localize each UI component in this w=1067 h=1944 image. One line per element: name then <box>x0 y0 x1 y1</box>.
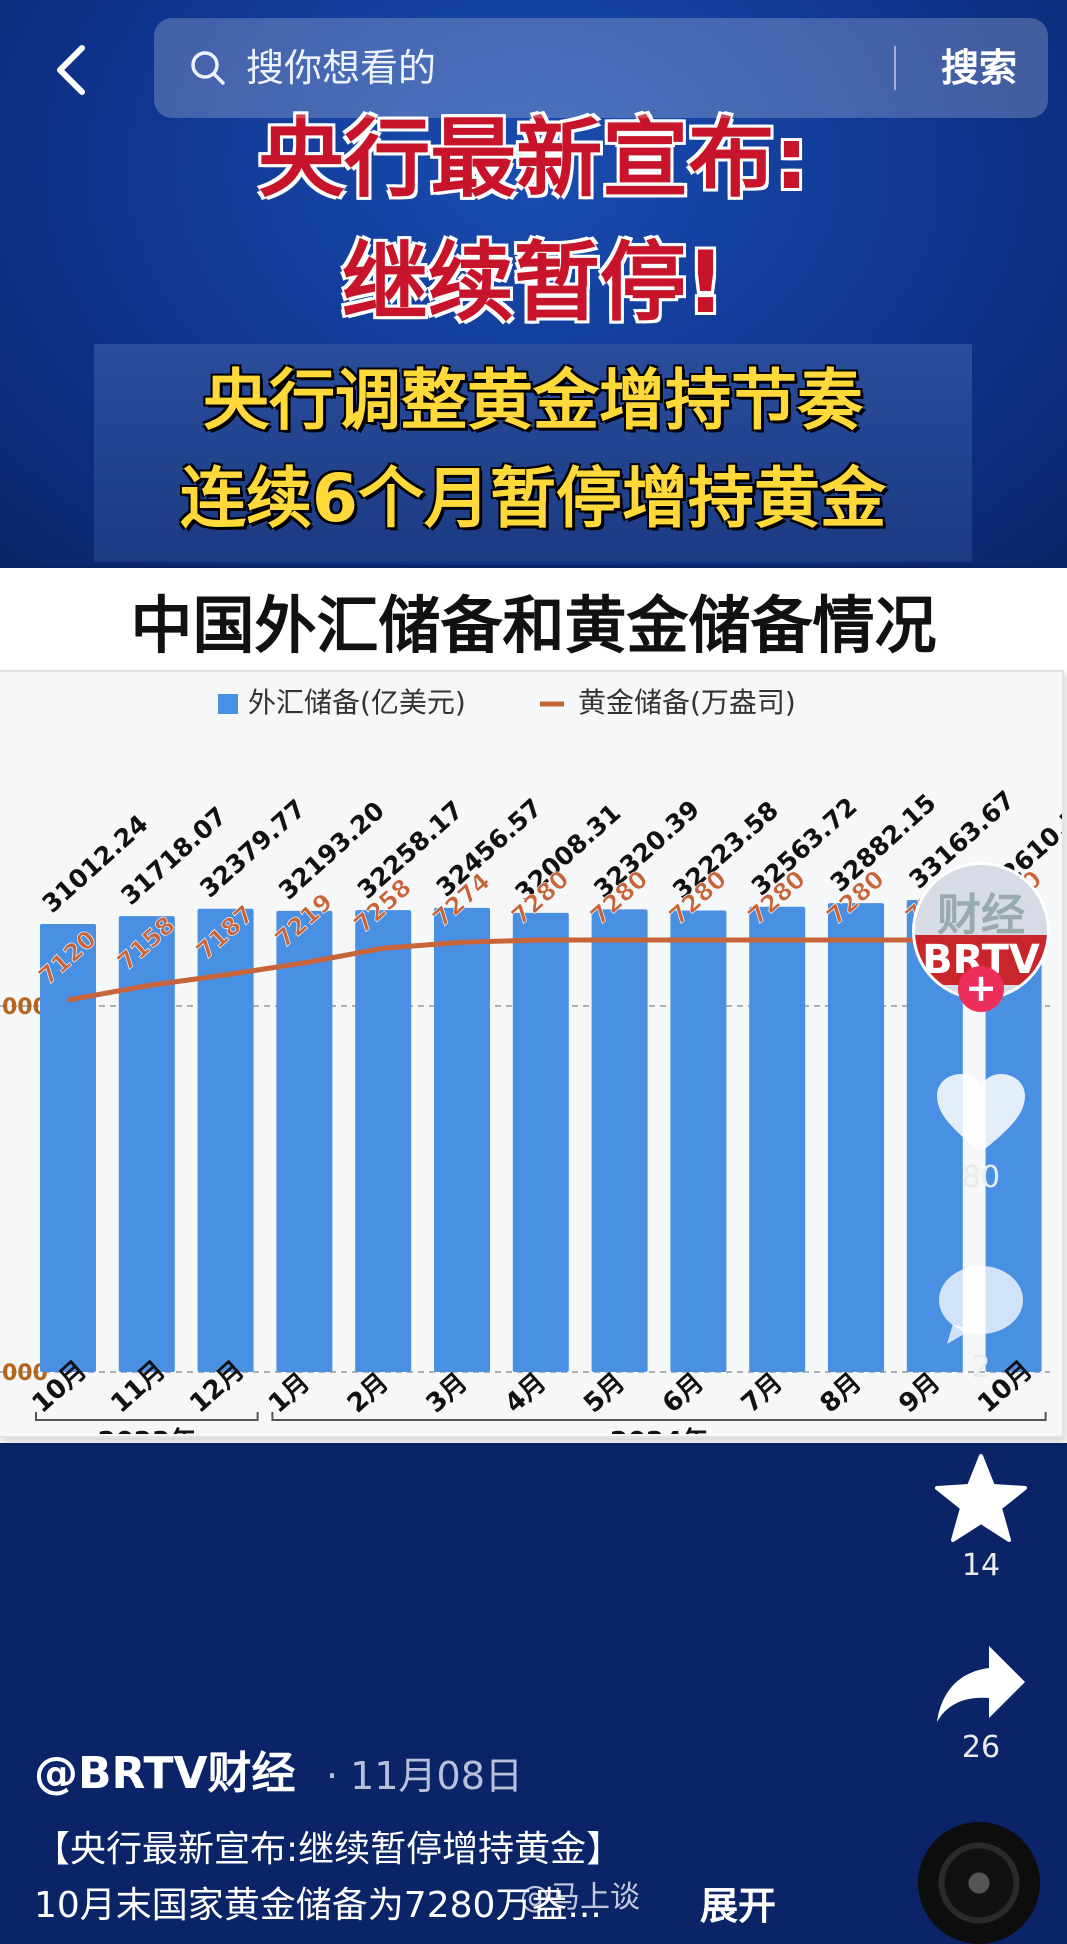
avatar-top-text: 财经 <box>937 890 1025 941</box>
caption-line2: 10月末国家黄金储备为7280万盎... <box>34 1885 602 1926</box>
search-button[interactable]: 搜索 <box>940 46 1017 90</box>
back-button[interactable] <box>44 40 100 100</box>
caption-line1: 【央行最新宣布:继续暂停增持黄金】 <box>34 1829 623 1870</box>
chart-card: 中国外汇储备和黄金储备情况 外汇储备(亿美元) 黄金储备(万盎司) 000 000 31… <box>0 568 1067 1443</box>
year-bracket <box>271 1412 1047 1421</box>
x-tick-label: 6月 <box>657 1367 710 1419</box>
chart-bar <box>197 908 254 1372</box>
year-group-label: 2023年 <box>98 1426 196 1434</box>
x-tick-label: 4月 <box>499 1367 552 1419</box>
chart-bar <box>276 910 333 1372</box>
chart-bar <box>985 906 1042 1372</box>
like-count: 80 <box>961 1160 1001 1195</box>
favorite-count: 14 <box>961 1548 1001 1583</box>
search-bar[interactable]: 搜你想看的 搜索 <box>154 18 1048 118</box>
author-name[interactable]: @BRTV财经 <box>34 1748 296 1799</box>
search-icon <box>191 51 225 85</box>
chart-bar <box>434 907 490 1372</box>
post-date: · 11月08日 <box>326 1754 523 1798</box>
comment-icon <box>939 1266 1023 1344</box>
chart-title: 中国外汇储备和黄金储备情况 <box>130 589 937 662</box>
chart-bar <box>512 912 569 1372</box>
watermark: @马上谈 <box>520 1880 640 1915</box>
share-button[interactable]: 26 <box>916 1642 1046 1766</box>
legend-line-label: 黄金储备(万盎司) <box>578 686 796 719</box>
heart-icon <box>937 1074 1025 1152</box>
legend-bar-swatch <box>218 694 238 714</box>
video-headline-line2: 继续暂停! <box>341 233 726 333</box>
chart-bar <box>749 906 806 1372</box>
expand-link[interactable]: 展开 <box>700 1884 777 1928</box>
x-tick-label: 3月 <box>421 1367 474 1419</box>
chevron-left-icon <box>57 45 85 95</box>
video-subhead-box: 央行调整黄金增持节奏 连续6个月暂停增持黄金 <box>94 344 972 562</box>
chart-bar <box>906 900 963 1372</box>
chart-bar <box>591 909 648 1372</box>
search-divider <box>894 46 896 90</box>
chart-bar <box>828 903 884 1372</box>
x-tick-label: 7月 <box>736 1367 789 1419</box>
comment-button[interactable]: 2 <box>916 1262 1046 1386</box>
video-headline-line1: 央行最新宣布: <box>258 109 809 209</box>
video-frame[interactable]: 央行最新宣布: 继续暂停! 央行调整黄金增持节奏 连续6个月暂停增持黄金 <box>0 0 1067 565</box>
year-group-label: 2024年 <box>610 1426 708 1434</box>
author-avatar[interactable]: 财经 BRTV <box>912 862 1050 1000</box>
favorite-button[interactable]: 14 <box>916 1452 1046 1584</box>
share-count: 26 <box>961 1730 1001 1765</box>
chart-bar <box>40 924 96 1372</box>
x-tick-label: 8月 <box>815 1367 868 1419</box>
chart-bar <box>118 916 175 1372</box>
chart-bar <box>355 910 412 1372</box>
video-subhead-line2: 连续6个月暂停增持黄金 <box>180 460 886 537</box>
comment-count: 2 <box>971 1350 991 1385</box>
like-button[interactable]: 80 <box>916 1070 1046 1196</box>
gold-reserve-line <box>67 937 1014 1003</box>
follow-button[interactable]: + <box>958 966 1004 1012</box>
legend-bar-label: 外汇储备(亿美元) <box>248 686 466 719</box>
share-arrow-icon <box>937 1646 1025 1722</box>
x-tick-label: 1月 <box>263 1367 316 1419</box>
x-tick-label: 2月 <box>342 1367 395 1419</box>
music-disc-icon[interactable] <box>918 1822 1040 1944</box>
x-tick-label: 5月 <box>578 1367 631 1419</box>
chart: 外汇储备(亿美元) 黄金储备(万盎司)00000031012.2431718.07… <box>0 686 1062 1434</box>
chart-bar <box>670 910 727 1372</box>
star-icon <box>935 1454 1027 1542</box>
search-input[interactable]: 搜你想看的 <box>246 46 437 90</box>
video-subhead-line1: 央行调整黄金增持节奏 <box>203 362 863 439</box>
year-bracket <box>35 1412 259 1421</box>
